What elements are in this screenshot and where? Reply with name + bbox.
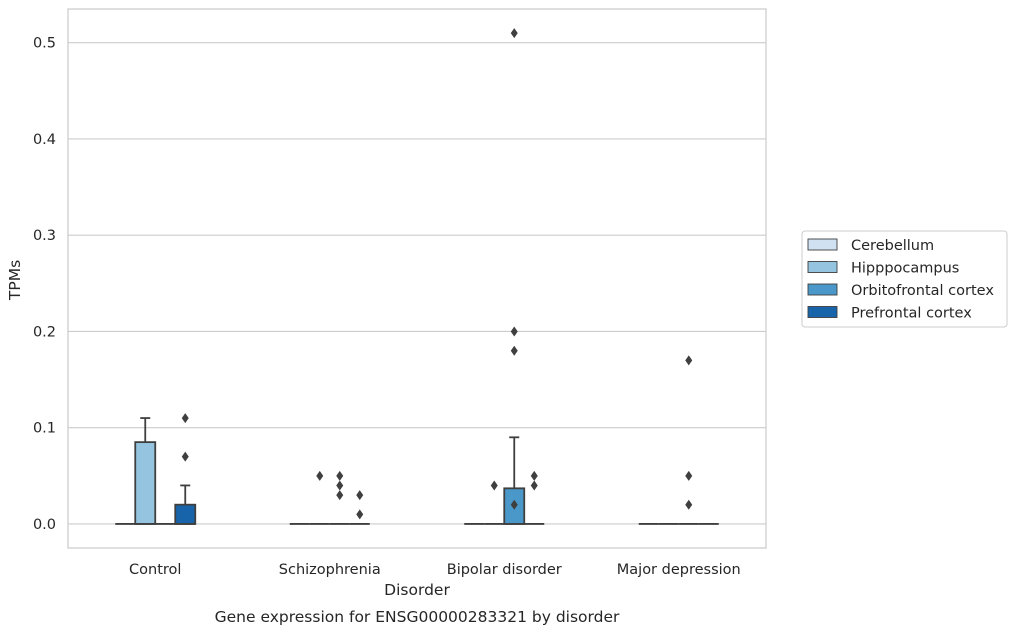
outlier-point	[530, 470, 538, 481]
y-tick-label: 0.5	[33, 36, 56, 52]
y-tick-labels: 0.0 0.1 0.2 0.3 0.4 0.5	[33, 36, 56, 533]
outlier-point	[490, 480, 498, 491]
outlier-point	[356, 509, 364, 520]
outlier-point	[336, 480, 344, 491]
box-body	[134, 441, 157, 525]
outlier-point	[530, 480, 538, 491]
box-prefrontal-cortex	[174, 484, 197, 525]
legend-swatch	[807, 306, 838, 318]
outlier-point	[181, 413, 189, 424]
outlier-point	[336, 470, 344, 481]
outlier-point	[181, 451, 189, 462]
legend-frame	[801, 230, 1008, 328]
legend-label: Orbitofrontal cortex	[851, 283, 994, 299]
y-tick-label: 0.2	[33, 324, 56, 340]
outlier-point	[510, 499, 518, 510]
legend-label: Hipppocampus	[851, 261, 959, 277]
y-tick-label: 0.0	[33, 517, 56, 533]
chart-title: Gene expression for ENSG00000283321 by d…	[215, 608, 620, 626]
outlier-point	[685, 355, 693, 366]
x-tick-label: Schizophrenia	[279, 562, 381, 578]
box-body	[174, 503, 197, 525]
outlier-point	[510, 345, 518, 356]
plot-area	[68, 9, 766, 548]
legend-swatch	[807, 238, 838, 251]
y-tick-label: 0.4	[33, 132, 56, 148]
outliers-layer	[181, 28, 693, 520]
outlier-point	[356, 490, 364, 501]
outlier-point	[510, 326, 518, 337]
legend: Cerebellum Hipppocampus Orbitofrontal cort…	[801, 230, 1008, 328]
x-tick-labels: Control Schizophrenia Bipolar disorder Majo…	[129, 562, 741, 578]
legend-label: Cerebellum	[851, 238, 934, 254]
legend-label: Prefrontal cortex	[851, 306, 972, 322]
outlier-point	[685, 470, 693, 481]
outlier-point	[336, 490, 344, 501]
x-tick-label: Bipolar disorder	[447, 562, 562, 578]
outlier-point	[510, 28, 518, 39]
box-hipppocampus	[134, 417, 157, 525]
x-axis-title: Disorder	[384, 581, 450, 599]
outlier-point	[316, 470, 324, 481]
y-tick-label: 0.1	[33, 421, 56, 437]
y-tick-label: 0.3	[33, 228, 56, 244]
boxes-layer	[115, 417, 719, 525]
legend-swatch	[807, 283, 838, 296]
outlier-point	[685, 499, 693, 510]
plot-frame	[67, 8, 767, 549]
legend-swatch	[807, 261, 838, 273]
x-tick-label: Major depression	[617, 562, 741, 578]
x-tick-label: Control	[129, 562, 181, 578]
y-axis-title: TPMs	[6, 260, 24, 301]
